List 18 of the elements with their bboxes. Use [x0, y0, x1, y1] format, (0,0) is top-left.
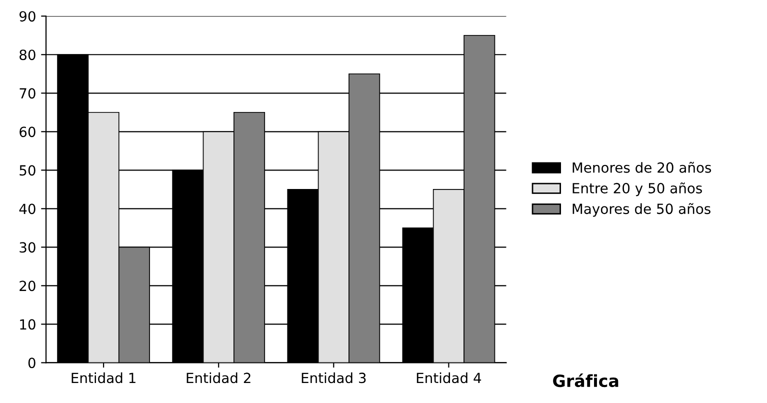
- legend-label: Mayores de 50 años: [572, 203, 710, 217]
- y-tick-label: 20: [20, 280, 36, 292]
- y-tick-label: 10: [20, 319, 36, 330]
- x-tick-label: Entidad 3: [302, 372, 366, 384]
- y-tick-label: 40: [19, 204, 36, 214]
- legend-label: Menores de 20 años: [572, 162, 712, 173]
- y-tick-label: 90: [20, 11, 36, 22]
- y-tick-label: 70: [20, 88, 36, 99]
- legend-label: Entre 20 y 50 años: [572, 182, 702, 196]
- y-tick-label: 30: [20, 242, 36, 253]
- x-tick-label: Entidad 1: [72, 372, 136, 384]
- x-tick-label: Entidad 2: [186, 372, 250, 384]
- y-tick-label: 50: [20, 165, 36, 176]
- y-tick-label: 60: [20, 126, 36, 138]
- y-tick-label: 80: [20, 50, 36, 60]
- text: Gráfica: [553, 374, 618, 388]
- y-tick-label: 0: [28, 358, 36, 368]
- x-tick-label: Entidad 4: [416, 372, 482, 384]
